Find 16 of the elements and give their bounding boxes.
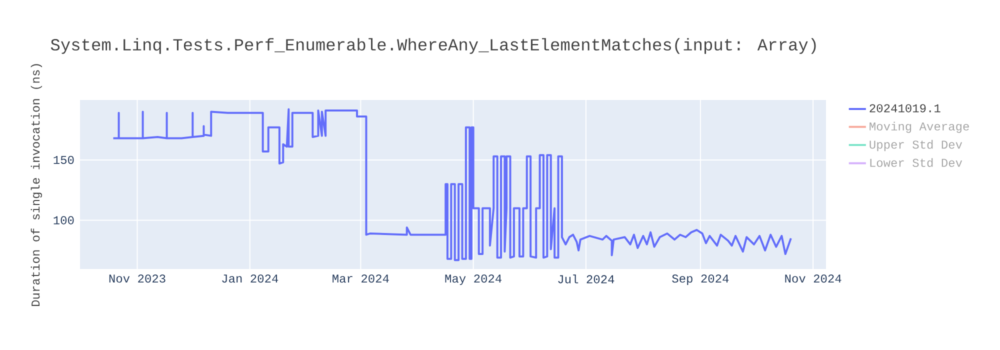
- legend-label: Moving Average: [870, 122, 969, 133]
- line-series: [112, 108, 792, 262]
- x-tick-label: Nov 2024: [785, 274, 842, 283]
- y-tick-label: 100: [54, 216, 74, 224]
- y-axis-title: Duration of single invocation (ns): [30, 64, 42, 306]
- legend-label: Lower Std Dev: [870, 158, 962, 167]
- x-tick-label: May 2024: [445, 274, 502, 286]
- x-tick-label: Jan 2024: [222, 274, 278, 283]
- x-tick-label: Mar 2024: [332, 274, 389, 283]
- legend-label: 20241019.1: [870, 104, 940, 112]
- chart-title: System.Linq.Tests.Perf_Enumerable.WhereAny_LastElementMatches(input: Array): [50, 38, 816, 54]
- x-tick-label: Sep 2024: [672, 274, 729, 286]
- y-tick-label: 150: [54, 156, 74, 164]
- x-tick-label: Nov 2023: [109, 274, 166, 283]
- legend-label: Upper Std Dev: [870, 140, 962, 152]
- x-tick-label: Jul 2024: [558, 274, 614, 284]
